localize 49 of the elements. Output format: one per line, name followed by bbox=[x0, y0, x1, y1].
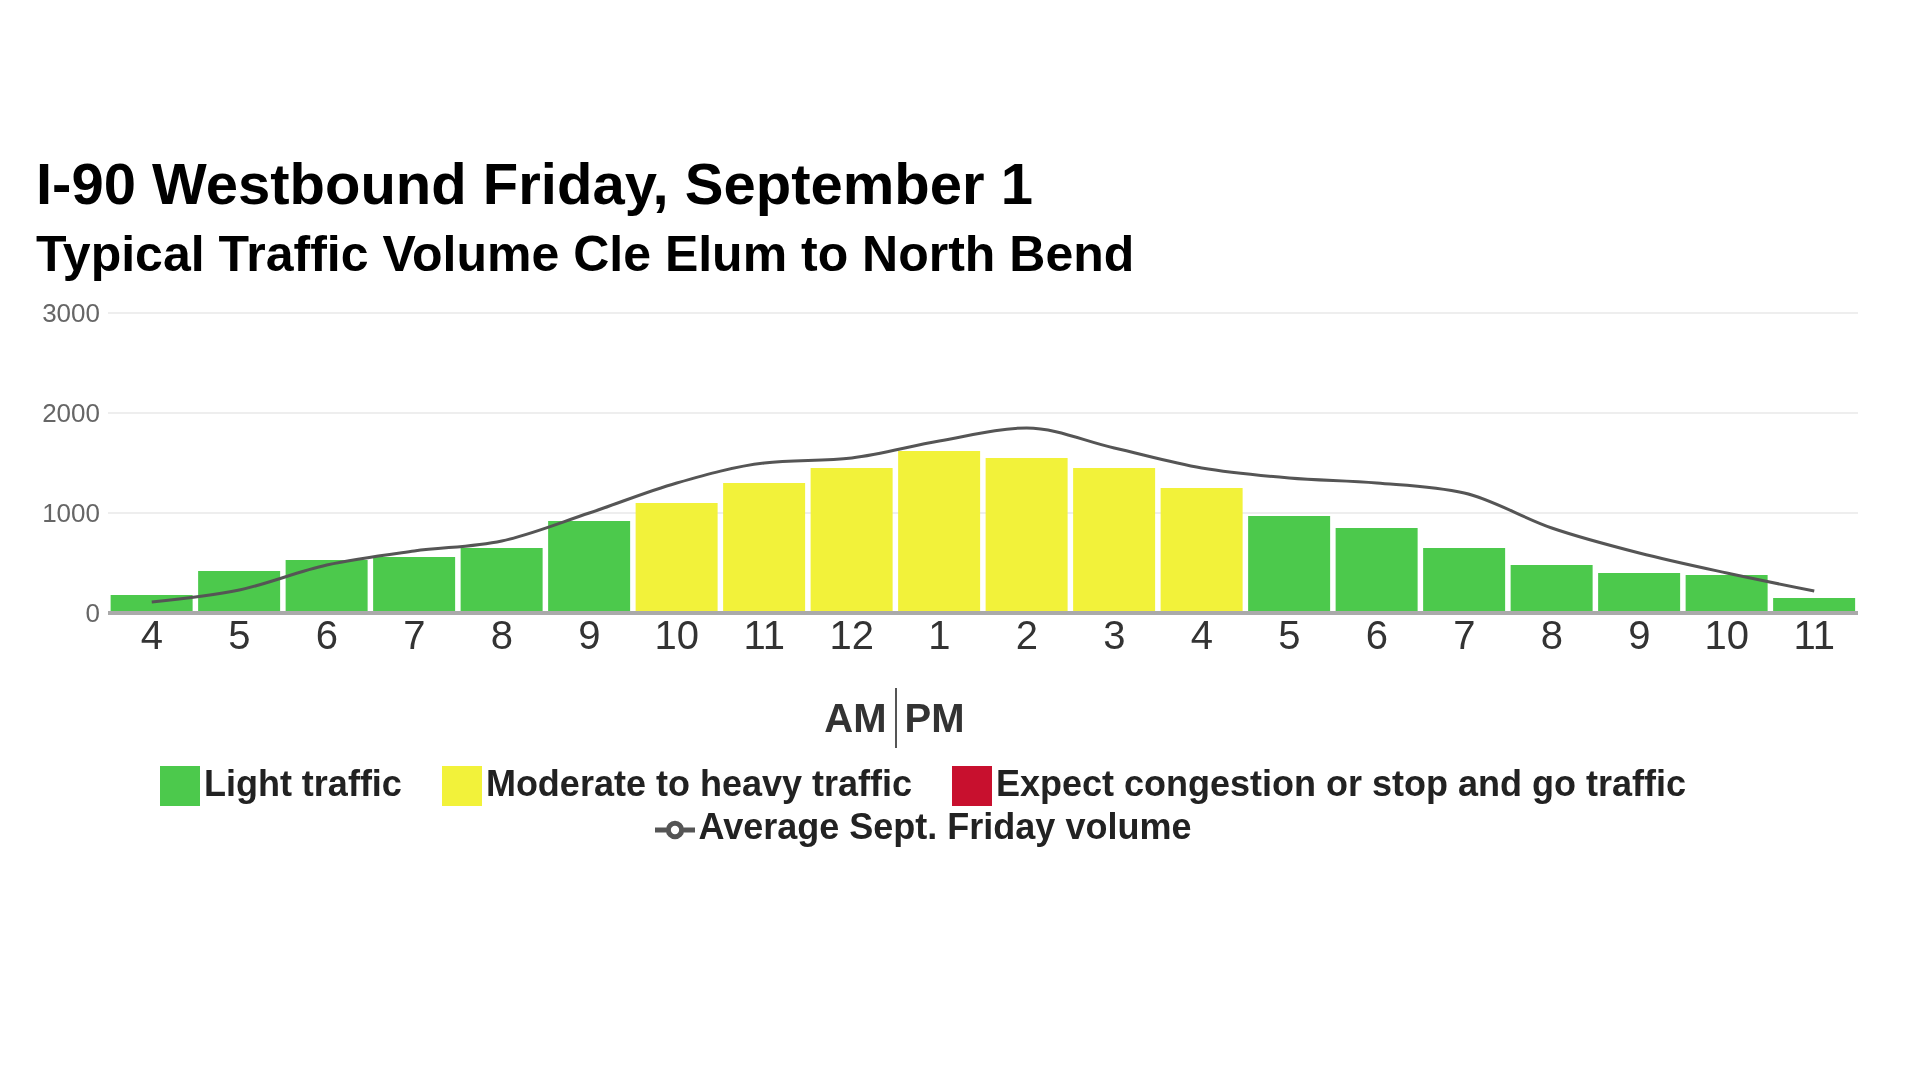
chart-title: I-90 Westbound Friday, September 1 bbox=[36, 150, 1034, 217]
bar bbox=[1160, 488, 1243, 613]
x-tick-label: 8 bbox=[1540, 613, 1563, 658]
bar bbox=[373, 557, 456, 613]
bar bbox=[635, 503, 718, 613]
bar bbox=[548, 521, 631, 613]
x-tick-label: 11 bbox=[1793, 613, 1836, 658]
x-tick-label: 11 bbox=[743, 613, 786, 658]
chart-subtitle: Typical Traffic Volume Cle Elum to North Bend bbox=[36, 225, 1136, 283]
bar bbox=[898, 451, 981, 613]
legend-label: Average Sept. Friday volume bbox=[698, 806, 1192, 848]
bar bbox=[810, 468, 893, 613]
x-tick-label: 6 bbox=[1365, 613, 1388, 658]
x-tick-label: 7 bbox=[1453, 613, 1476, 658]
x-tick-label: 1 bbox=[928, 613, 951, 658]
y-tick-label: 2000 bbox=[42, 398, 100, 429]
y-tick-label: 3000 bbox=[42, 298, 100, 329]
bar bbox=[1073, 468, 1156, 613]
bar bbox=[460, 548, 543, 613]
x-tick-label: 9 bbox=[578, 613, 601, 658]
x-tick-label: 7 bbox=[403, 613, 426, 658]
y-tick-label: 1000 bbox=[42, 498, 100, 529]
x-tick-label: 9 bbox=[1628, 613, 1651, 658]
bar bbox=[285, 560, 368, 613]
x-tick-label: 5 bbox=[228, 613, 251, 658]
bar bbox=[1423, 548, 1506, 613]
line-series bbox=[150, 426, 1816, 604]
x-tick-label: 12 bbox=[829, 613, 874, 658]
x-tick-label: 2 bbox=[1015, 613, 1038, 658]
x-tick-label: 10 bbox=[1704, 613, 1749, 658]
x-tick-label: 8 bbox=[490, 613, 513, 658]
bar bbox=[1248, 516, 1331, 613]
x-tick-label: 10 bbox=[654, 613, 699, 658]
bar bbox=[1685, 575, 1768, 613]
x-tick-label: 4 bbox=[140, 613, 163, 658]
bar bbox=[1598, 573, 1681, 613]
bar bbox=[1335, 528, 1418, 613]
y-tick-label: 0 bbox=[85, 598, 100, 629]
legend-label: Expect congestion or stop and go traffic bbox=[996, 763, 1687, 804]
x-tick-label: 4 bbox=[1190, 613, 1213, 658]
x-tick-label: 5 bbox=[1278, 613, 1301, 658]
legend-label: Moderate to heavy traffic bbox=[485, 763, 913, 804]
x-tick-label: 3 bbox=[1103, 613, 1126, 658]
am-pm-divider: AM PM bbox=[795, 688, 996, 748]
x-tick-label: 6 bbox=[315, 613, 338, 658]
bar bbox=[723, 483, 806, 613]
bar bbox=[1510, 565, 1593, 613]
bar bbox=[985, 458, 1068, 613]
legend-label: Light traffic bbox=[203, 763, 402, 804]
